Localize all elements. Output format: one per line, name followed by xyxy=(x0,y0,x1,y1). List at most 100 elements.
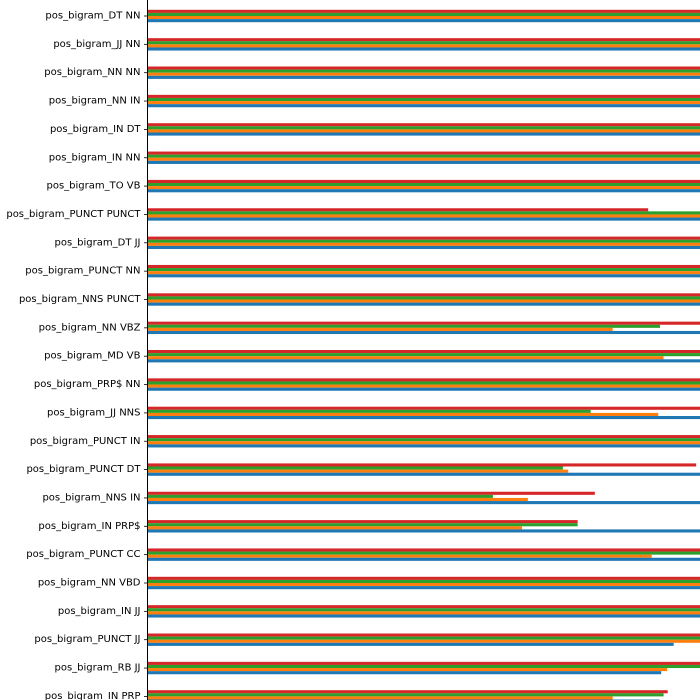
bar xyxy=(147,151,700,155)
bar xyxy=(147,123,700,127)
y-tick-marks xyxy=(144,15,148,697)
bar xyxy=(147,189,700,193)
y-tick-label: pos_bigram_PUNCT DT xyxy=(26,464,141,475)
bar xyxy=(147,384,700,388)
bar xyxy=(147,693,664,697)
bar xyxy=(147,611,700,615)
bar xyxy=(147,378,700,382)
bar xyxy=(147,520,578,524)
bar xyxy=(147,639,700,643)
bar xyxy=(147,296,700,300)
bar xyxy=(147,438,700,442)
bar xyxy=(147,406,700,410)
bar xyxy=(147,412,659,416)
bar xyxy=(147,242,700,246)
bar xyxy=(147,19,700,23)
bar xyxy=(147,268,700,272)
y-tick-label: pos_bigram_PUNCT CC xyxy=(26,549,140,560)
bar xyxy=(147,435,700,439)
bar xyxy=(147,12,700,16)
bar xyxy=(147,321,700,325)
y-tick-label: pos_bigram_NN VBZ xyxy=(39,322,141,333)
bar xyxy=(147,160,700,164)
bar xyxy=(147,633,700,637)
bar xyxy=(147,330,700,335)
y-tick-label: pos_bigram_PUNCT PUNCT xyxy=(6,209,141,220)
bar xyxy=(147,466,563,470)
bar xyxy=(147,463,697,467)
bar xyxy=(147,66,700,70)
bar xyxy=(147,381,700,385)
bar xyxy=(147,668,668,672)
bar xyxy=(147,214,700,218)
bar xyxy=(147,274,700,278)
bar xyxy=(147,409,591,413)
bar xyxy=(147,186,700,190)
bar xyxy=(147,264,700,269)
bar xyxy=(147,16,700,20)
bar xyxy=(147,38,700,42)
bar xyxy=(147,47,700,51)
y-tick-label: pos_bigram_PUNCT IN xyxy=(30,436,141,447)
y-tick-label: pos_bigram_JJ NN xyxy=(53,39,140,50)
bar xyxy=(147,444,700,448)
y-tick-label: pos_bigram_DT NN xyxy=(45,11,140,22)
bar xyxy=(147,97,700,102)
bar xyxy=(147,671,662,675)
y-tick-label: pos_bigram_NN VBD xyxy=(38,578,141,589)
bar xyxy=(147,605,700,609)
bar xyxy=(147,44,700,48)
y-tick-label: pos_bigram_PUNCT JJ xyxy=(34,634,140,645)
bar xyxy=(147,576,700,580)
bar xyxy=(147,583,700,587)
bar xyxy=(147,356,664,360)
bar xyxy=(147,75,700,79)
bar xyxy=(147,469,569,473)
bar xyxy=(147,41,700,45)
y-tick-label: pos_bigram_DT JJ xyxy=(54,237,140,248)
bar xyxy=(147,416,700,420)
bar xyxy=(147,501,700,505)
y-tick-label: pos_bigram_IN DT xyxy=(50,124,141,135)
y-tick-label: pos_bigram_MD VB xyxy=(44,351,140,362)
y-tick-label: pos_bigram_IN JJ xyxy=(58,606,141,617)
bar xyxy=(147,69,700,73)
bar xyxy=(147,548,700,552)
bar xyxy=(147,614,700,618)
y-tick-label: pos_bigram_IN NN xyxy=(49,152,141,163)
bar xyxy=(147,387,700,391)
y-tick-label: pos_bigram_NN NN xyxy=(44,67,140,78)
bar xyxy=(147,696,613,700)
bar xyxy=(147,324,661,328)
bar xyxy=(147,72,700,76)
bar xyxy=(147,551,700,555)
bar xyxy=(147,101,700,105)
bar xyxy=(147,664,700,669)
bar xyxy=(147,157,700,161)
bar xyxy=(147,132,700,136)
bar xyxy=(147,179,700,183)
y-tick-label: pos_bigram_NNS IN xyxy=(42,492,140,503)
bar xyxy=(147,208,649,212)
y-tick-label: pos_bigram_IN PRP xyxy=(45,691,141,700)
bar xyxy=(147,497,528,502)
bar xyxy=(147,690,668,694)
bar xyxy=(147,271,700,275)
bar xyxy=(147,579,700,583)
bar xyxy=(147,239,700,243)
bar xyxy=(147,586,700,590)
y-tick-label: pos_bigram_NN IN xyxy=(49,96,141,107)
bar xyxy=(147,236,700,240)
bar xyxy=(147,359,700,363)
bar xyxy=(147,491,595,495)
bar xyxy=(147,529,700,533)
bar xyxy=(147,353,700,357)
bar xyxy=(147,211,700,215)
bar xyxy=(147,299,700,303)
bars-layer xyxy=(147,9,700,700)
bar xyxy=(147,129,700,133)
bar xyxy=(147,608,700,612)
bar xyxy=(147,217,700,221)
bar xyxy=(147,126,700,130)
